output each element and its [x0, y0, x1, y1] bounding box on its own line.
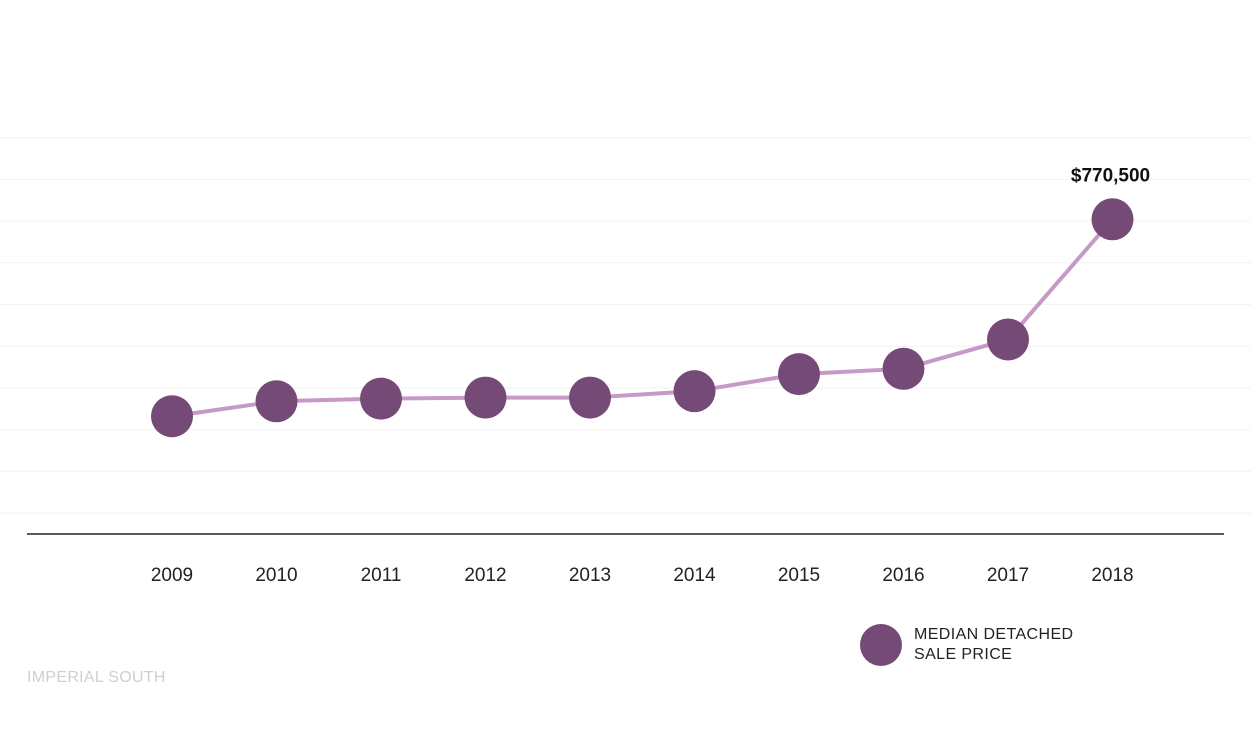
legend-label-line2: SALE PRICE: [914, 646, 1013, 663]
x-tick-label-2015: 2015: [778, 565, 820, 586]
data-point-2012: [464, 376, 507, 419]
x-tick-label-2013: 2013: [569, 565, 611, 586]
brand-watermark: IMPERIAL SOUTH: [27, 669, 166, 686]
x-tick-labels: 2009 2010 2011 2012 2013 2014 2015 2016 2017 2018: [151, 565, 1134, 586]
data-point-2010: [255, 380, 298, 423]
data-label-2018: $770,500: [1071, 165, 1150, 186]
data-point-2017: [987, 318, 1029, 361]
series-line: [171, 217, 1115, 419]
data-point-2014: [673, 370, 716, 413]
x-tick-label-2016: 2016: [882, 565, 924, 586]
x-tick-label-2009: 2009: [151, 565, 193, 586]
data-labels: $770,500: [1071, 165, 1150, 186]
data-point-2013: [569, 376, 611, 419]
x-tick-label-2010: 2010: [255, 565, 297, 586]
legend-label-line1: MEDIAN DETACHED: [914, 626, 1074, 643]
legend-marker: [860, 624, 902, 666]
x-tick-label-2014: 2014: [673, 565, 716, 586]
x-tick-label-2017: 2017: [987, 565, 1029, 586]
gridlines: [0, 137, 1251, 514]
x-tick-label-2012: 2012: [464, 565, 506, 586]
legend: MEDIAN DETACHED SALE PRICE: [860, 624, 1104, 666]
data-point-2015: [778, 353, 820, 396]
data-point-2011: [360, 377, 402, 420]
data-points: [151, 198, 1134, 438]
data-point-2009: [151, 395, 193, 438]
x-tick-label-2018: 2018: [1091, 565, 1133, 586]
data-point-2016: [882, 347, 925, 390]
x-tick-label-2011: 2011: [361, 565, 402, 586]
data-point-2018: [1091, 198, 1134, 241]
legend-label: MEDIAN DETACHED SALE PRICE: [914, 625, 1104, 665]
